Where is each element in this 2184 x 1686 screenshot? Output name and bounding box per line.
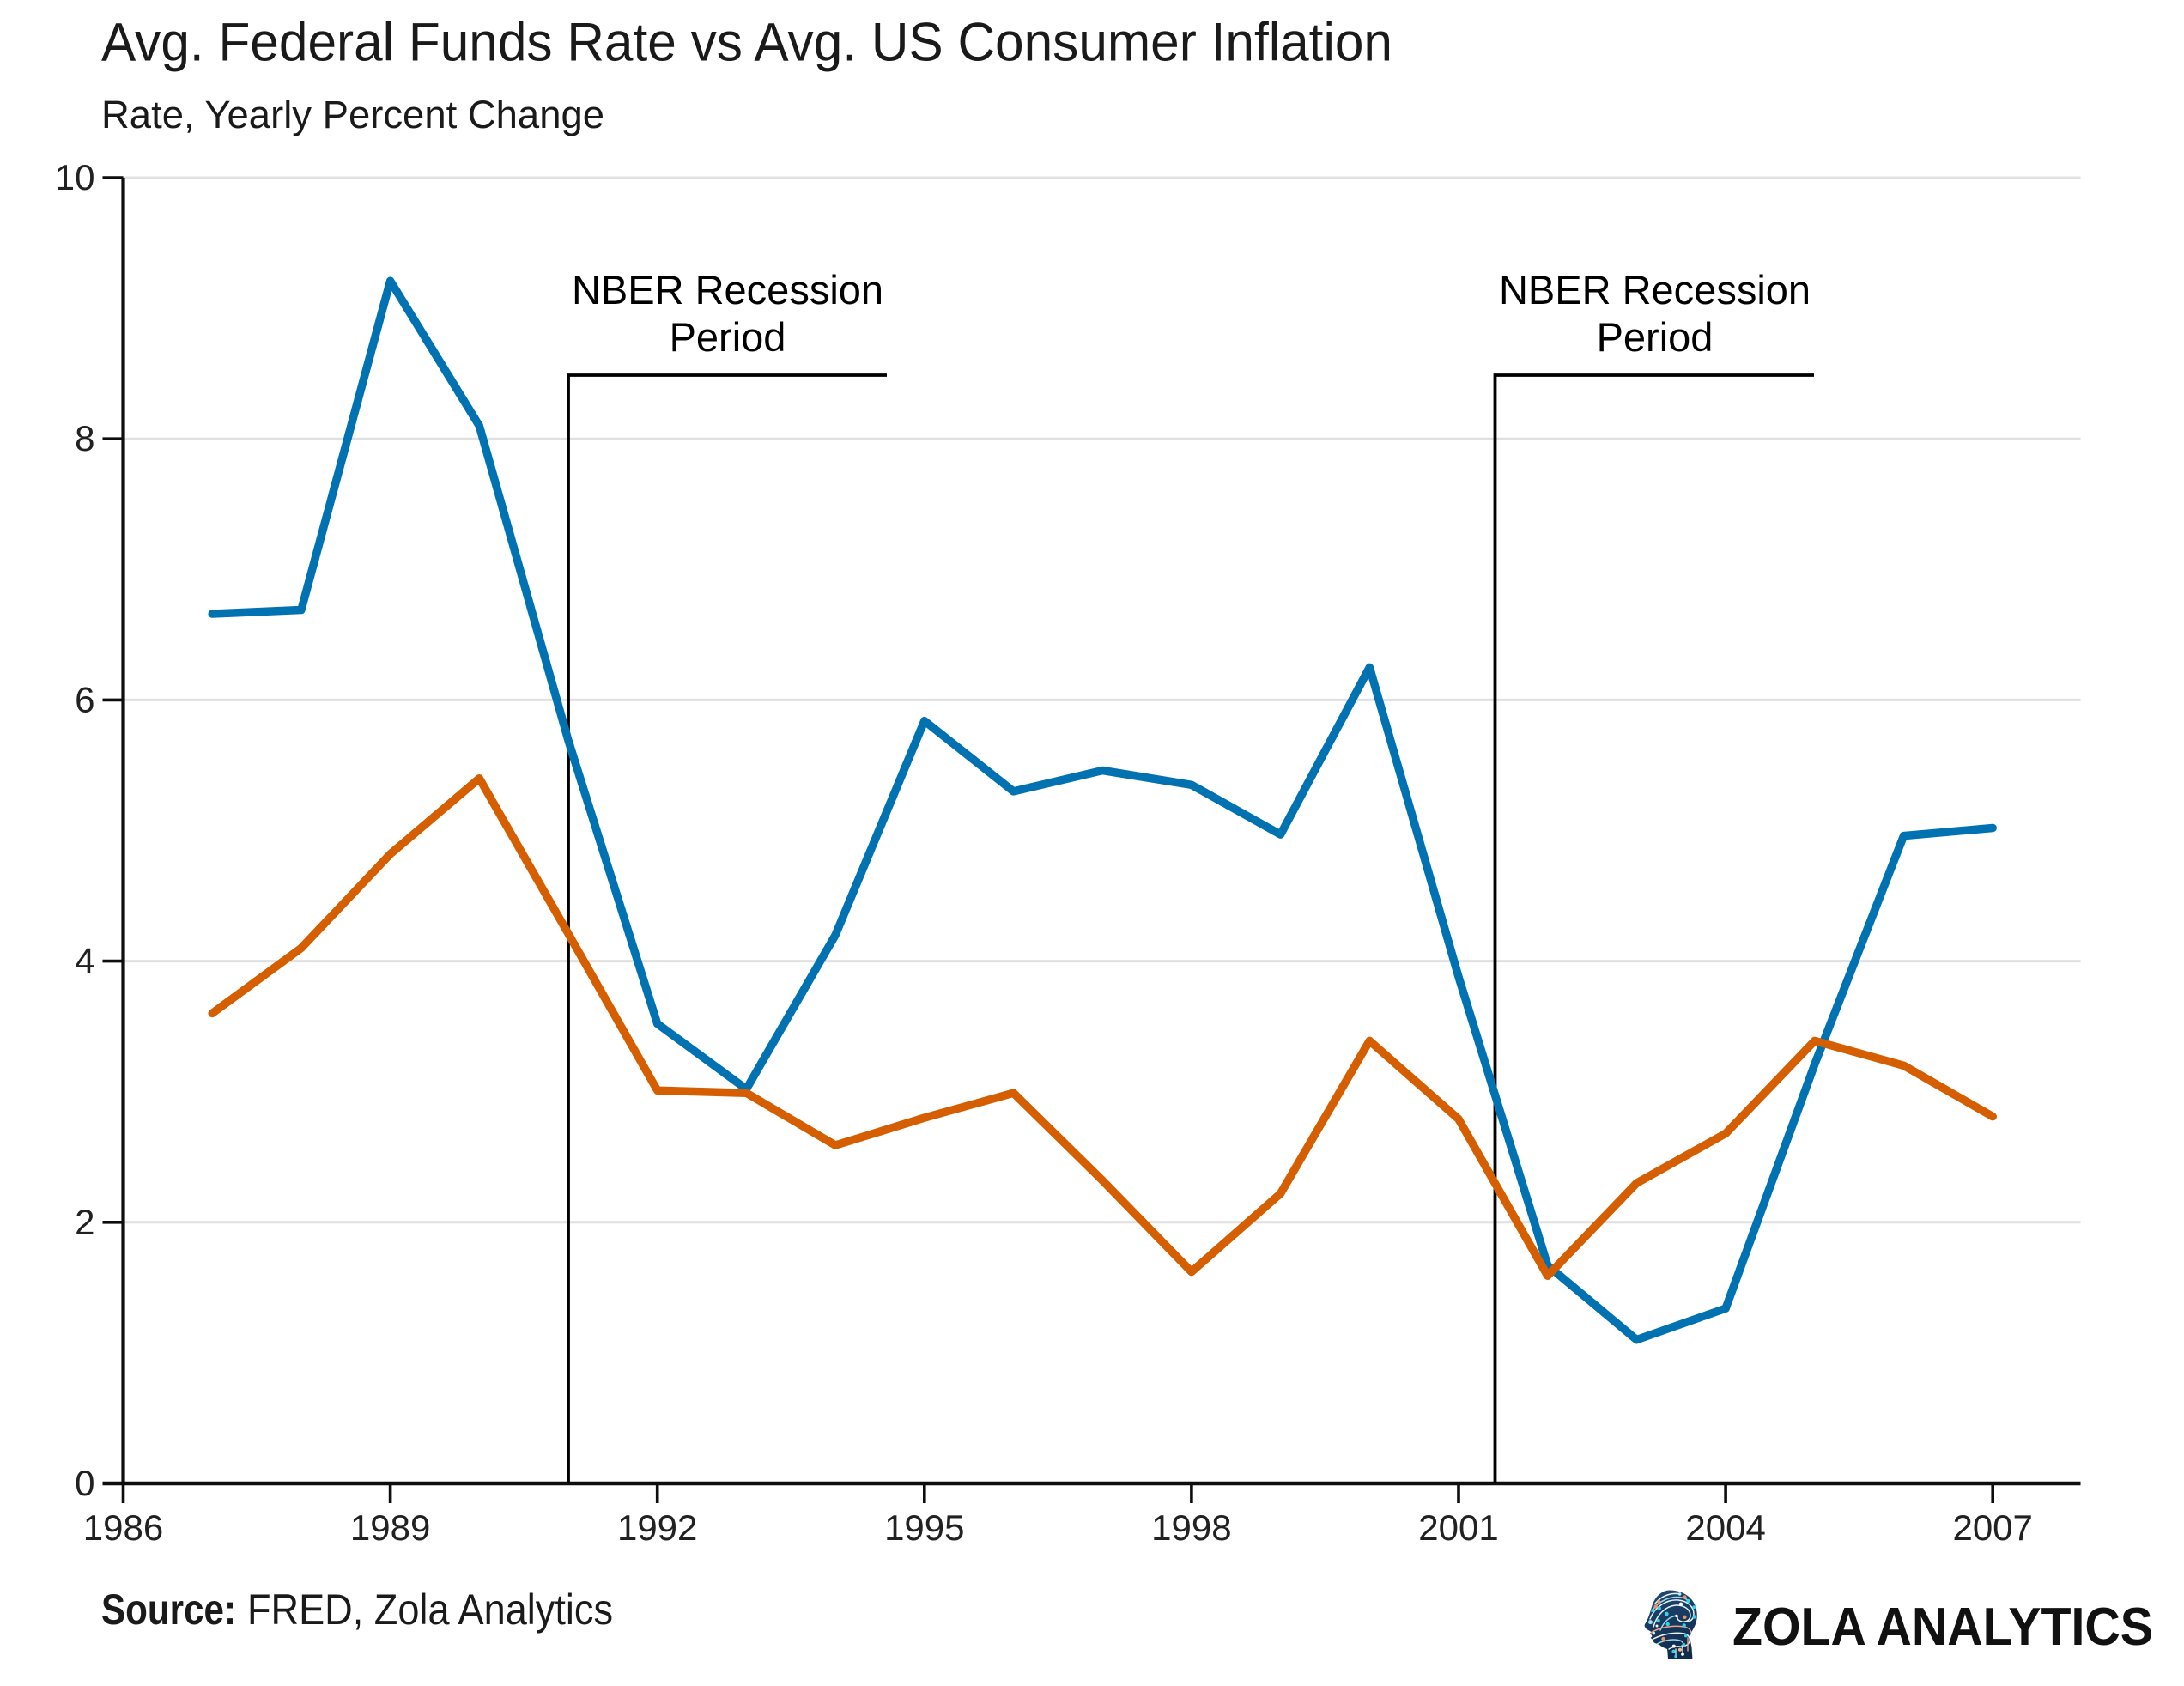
svg-text:0: 0 [75,1463,94,1503]
svg-text:NBER Recession: NBER Recession [572,267,883,312]
svg-text:1989: 1989 [350,1507,430,1548]
svg-text:4: 4 [75,941,94,981]
svg-text:2004: 2004 [1685,1507,1765,1548]
svg-text:10: 10 [55,157,95,197]
svg-text:1998: 1998 [1151,1507,1231,1548]
svg-text:Period: Period [670,314,786,360]
svg-text:NBER Recession: NBER Recession [1499,267,1811,312]
svg-text:2: 2 [75,1202,94,1242]
svg-text:Avg. Federal Funds Rate vs Avg: Avg. Federal Funds Rate vs Avg. US Consu… [101,13,1392,73]
svg-text:Period: Period [1597,314,1714,360]
svg-text:ZOLA ANALYTICS: ZOLA ANALYTICS [1732,1597,2153,1657]
svg-text:FRED, Zola Analytics: FRED, Zola Analytics [247,1586,613,1634]
svg-text:1986: 1986 [83,1507,163,1548]
svg-text:2007: 2007 [1952,1507,2032,1548]
svg-text:2001: 2001 [1418,1507,1498,1548]
svg-text:1992: 1992 [617,1507,697,1548]
svg-text:1995: 1995 [884,1507,964,1548]
svg-text:Source:: Source: [101,1586,236,1634]
svg-text:6: 6 [75,679,94,719]
svg-text:Rate, Yearly Percent Change: Rate, Yearly Percent Change [101,93,604,136]
svg-text:8: 8 [75,418,94,458]
